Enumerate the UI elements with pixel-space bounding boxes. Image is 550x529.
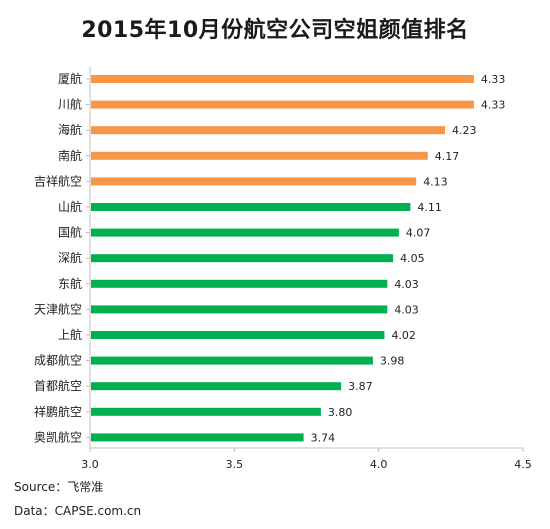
category-label: 上航: [58, 327, 82, 342]
bar: [91, 75, 474, 83]
bar-value-label: 3.98: [380, 355, 405, 368]
bar: [91, 228, 399, 237]
category-label: 奥凯航空: [34, 429, 82, 444]
chart-title: 2015年10月份航空公司空姐颜值排名: [81, 18, 469, 43]
category-label: 天津航空: [34, 301, 82, 316]
bar: [91, 305, 388, 314]
bar-value-label: 4.03: [394, 278, 419, 291]
category-label: 山航: [58, 199, 82, 214]
bar: [91, 254, 394, 263]
bar: [91, 203, 411, 211]
bar-value-label: 4.17: [435, 150, 460, 163]
bar: [91, 331, 385, 339]
bar: [91, 356, 373, 365]
bar-value-label: 4.03: [394, 303, 419, 316]
bar-value-label: 3.80: [328, 406, 353, 419]
category-label: 厦航: [58, 71, 82, 86]
bar-value-label: 3.87: [348, 380, 373, 393]
data-note: Data：CAPSE.com.cn: [14, 504, 142, 518]
category-label: 东航: [58, 276, 82, 291]
x-tick-label: 3.5: [226, 458, 244, 471]
bar-value-label: 4.11: [417, 201, 442, 214]
category-label: 川航: [58, 97, 82, 112]
bar: [91, 407, 321, 416]
bar-value-label: 4.02: [391, 329, 416, 342]
category-label: 国航: [58, 225, 82, 240]
bar: [91, 279, 388, 288]
category-label: 祥鹏航空: [34, 404, 82, 419]
x-tick-label: 4.0: [370, 458, 388, 471]
bar-value-label: 4.07: [406, 227, 431, 240]
bar-value-label: 4.33: [481, 99, 506, 112]
source-note: Source：飞常准: [14, 480, 104, 494]
category-label: 深航: [58, 250, 82, 265]
category-label: 海航: [58, 122, 82, 137]
bar: [91, 382, 342, 391]
bar-value-label: 4.33: [481, 73, 506, 86]
bar-value-label: 4.05: [400, 252, 425, 265]
bar-value-label: 4.23: [452, 124, 477, 137]
bar: [91, 100, 474, 109]
category-label: 成都航空: [34, 353, 82, 368]
category-label: 南航: [58, 148, 82, 163]
bar: [91, 433, 304, 442]
category-label: 首都航空: [34, 378, 82, 393]
x-tick-label: 3.0: [81, 458, 99, 471]
x-tick-label: 4.5: [514, 458, 532, 471]
bar: [91, 126, 446, 135]
bar-value-label: 4.13: [423, 175, 448, 188]
category-label: 吉祥航空: [34, 173, 82, 188]
bar-value-label: 3.74: [311, 431, 336, 444]
bar: [91, 177, 417, 186]
bar: [91, 151, 428, 160]
